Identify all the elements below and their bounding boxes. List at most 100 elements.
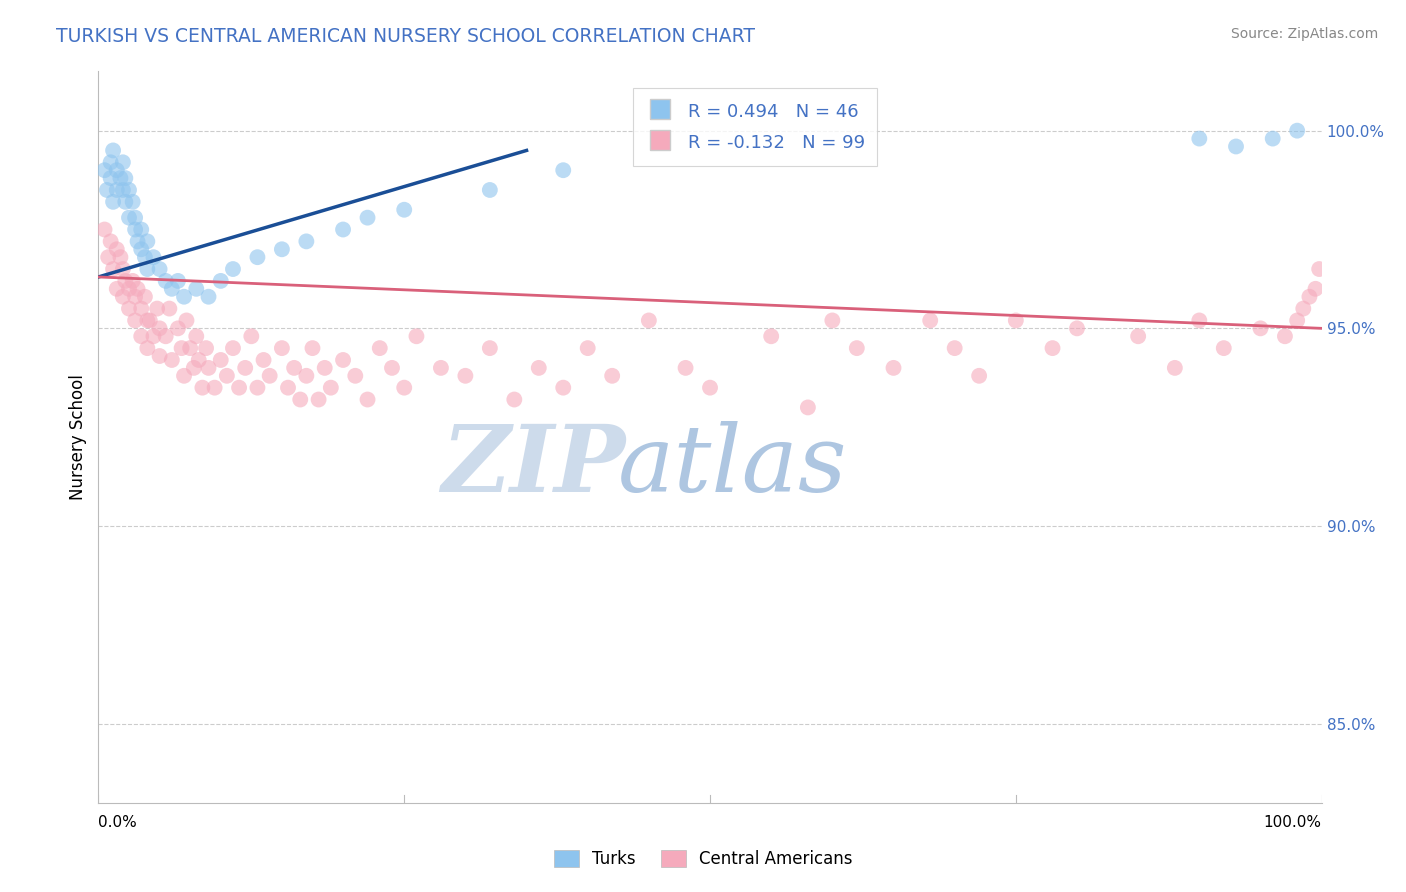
Point bbox=[1274, 329, 1296, 343]
Point bbox=[160, 353, 183, 368]
Point bbox=[129, 329, 152, 343]
Point bbox=[246, 250, 269, 264]
Point bbox=[1292, 301, 1315, 316]
Point bbox=[246, 381, 269, 395]
Point bbox=[283, 360, 305, 375]
Point bbox=[368, 341, 391, 355]
Point bbox=[1225, 139, 1247, 153]
Point bbox=[105, 183, 128, 197]
Point bbox=[209, 353, 232, 368]
Point bbox=[478, 183, 501, 197]
Point bbox=[110, 250, 132, 264]
Text: 100.0%: 100.0% bbox=[1264, 814, 1322, 830]
Point bbox=[186, 282, 208, 296]
Point bbox=[270, 341, 294, 355]
Point bbox=[105, 242, 128, 256]
Point bbox=[157, 301, 180, 316]
Point bbox=[222, 262, 245, 277]
Point bbox=[139, 313, 162, 327]
Point bbox=[118, 282, 141, 296]
Point bbox=[252, 353, 274, 368]
Point bbox=[1298, 290, 1320, 304]
Point bbox=[405, 329, 427, 343]
Point bbox=[142, 329, 165, 343]
Legend: Turks, Central Americans: Turks, Central Americans bbox=[547, 843, 859, 875]
Point bbox=[319, 381, 342, 395]
Point bbox=[134, 290, 156, 304]
Point bbox=[149, 321, 172, 335]
Point bbox=[129, 242, 152, 256]
Point bbox=[101, 194, 124, 209]
Point bbox=[114, 274, 136, 288]
Point bbox=[129, 301, 152, 316]
Point bbox=[454, 368, 477, 383]
Point bbox=[314, 360, 336, 375]
Point bbox=[124, 222, 146, 236]
Point bbox=[127, 235, 149, 249]
Point bbox=[146, 301, 169, 316]
Point bbox=[1188, 313, 1211, 327]
Point bbox=[761, 329, 783, 343]
Point bbox=[197, 290, 219, 304]
Point bbox=[118, 183, 141, 197]
Point bbox=[295, 368, 318, 383]
Point bbox=[124, 290, 146, 304]
Point bbox=[101, 262, 124, 277]
Point bbox=[155, 329, 177, 343]
Point bbox=[187, 353, 209, 368]
Point bbox=[1042, 341, 1064, 355]
Point bbox=[186, 329, 208, 343]
Point bbox=[111, 290, 134, 304]
Point bbox=[195, 341, 218, 355]
Point bbox=[295, 235, 318, 249]
Point bbox=[97, 250, 120, 264]
Point bbox=[1249, 321, 1271, 335]
Point bbox=[699, 381, 721, 395]
Point bbox=[197, 360, 219, 375]
Point bbox=[121, 274, 143, 288]
Text: 0.0%: 0.0% bbox=[98, 814, 138, 830]
Point bbox=[381, 360, 404, 375]
Point bbox=[821, 313, 844, 327]
Point bbox=[121, 194, 143, 209]
Point bbox=[576, 341, 599, 355]
Point bbox=[101, 144, 124, 158]
Point bbox=[1212, 341, 1234, 355]
Point bbox=[392, 202, 416, 217]
Point bbox=[127, 282, 149, 296]
Point bbox=[167, 274, 190, 288]
Point bbox=[233, 360, 256, 375]
Point bbox=[356, 392, 378, 407]
Point bbox=[638, 313, 661, 327]
Text: atlas: atlas bbox=[619, 421, 848, 511]
Point bbox=[344, 368, 367, 383]
Point bbox=[134, 250, 156, 264]
Point bbox=[183, 360, 205, 375]
Point bbox=[96, 183, 118, 197]
Point bbox=[332, 353, 354, 368]
Point bbox=[1066, 321, 1088, 335]
Point bbox=[100, 235, 122, 249]
Point bbox=[259, 368, 281, 383]
Point bbox=[527, 360, 550, 375]
Point bbox=[392, 381, 416, 395]
Point bbox=[290, 392, 312, 407]
Point bbox=[222, 341, 245, 355]
Point bbox=[797, 401, 820, 415]
Legend: R = 0.494   N = 46, R = -0.132   N = 99: R = 0.494 N = 46, R = -0.132 N = 99 bbox=[634, 87, 877, 166]
Point bbox=[100, 155, 122, 169]
Point bbox=[93, 163, 115, 178]
Point bbox=[129, 222, 152, 236]
Point bbox=[1305, 282, 1327, 296]
Point bbox=[1308, 262, 1330, 277]
Point bbox=[332, 222, 354, 236]
Point bbox=[553, 381, 575, 395]
Point bbox=[105, 282, 128, 296]
Point bbox=[105, 163, 128, 178]
Point bbox=[215, 368, 238, 383]
Point bbox=[167, 321, 190, 335]
Point bbox=[170, 341, 193, 355]
Point bbox=[204, 381, 226, 395]
Point bbox=[191, 381, 214, 395]
Point bbox=[478, 341, 501, 355]
